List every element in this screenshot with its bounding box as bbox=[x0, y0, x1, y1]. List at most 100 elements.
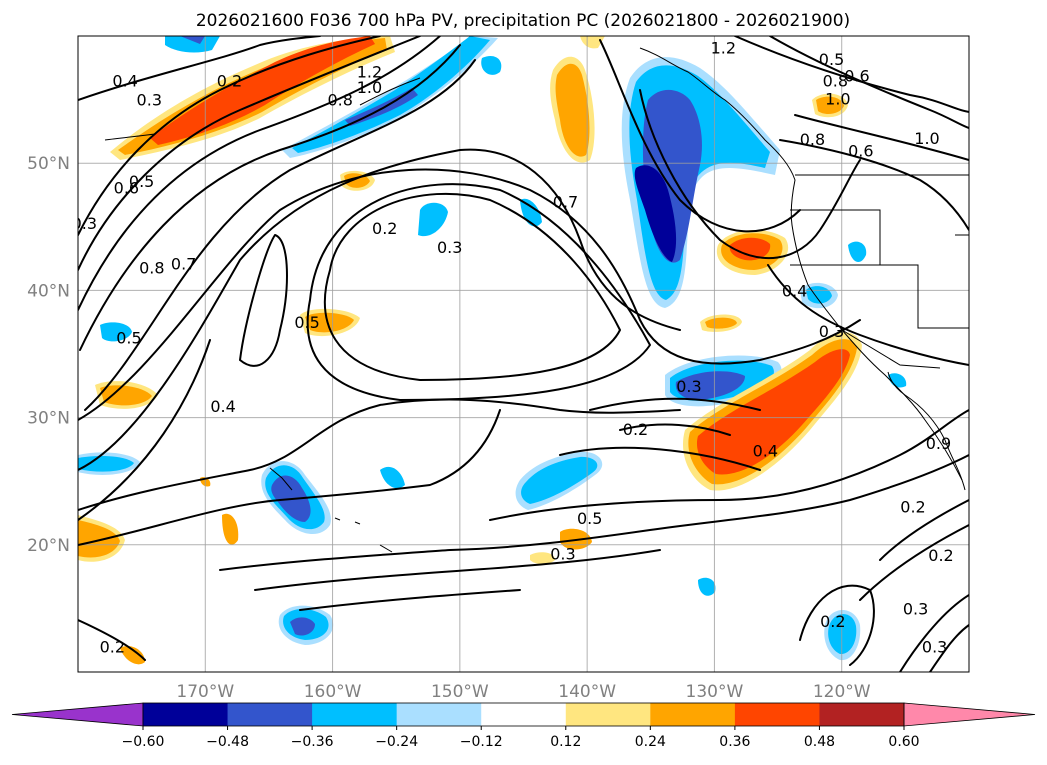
pv-contour bbox=[78, 409, 501, 546]
colorbar-segment bbox=[227, 703, 313, 726]
precip-positive-region bbox=[555, 63, 590, 157]
contour-label: 0.3 bbox=[437, 238, 462, 257]
colorbar-tick-label: 0.36 bbox=[719, 734, 750, 750]
precip-negative-region bbox=[380, 466, 405, 489]
contour-label: 1.2 bbox=[357, 63, 382, 82]
pv-contour bbox=[84, 59, 476, 411]
colorbar-segment bbox=[819, 703, 905, 726]
precip-negative-region bbox=[78, 455, 134, 472]
pv-contour bbox=[78, 168, 861, 421]
lon-tick-label: 130°W bbox=[686, 682, 744, 702]
lat-tick-label: 50°N bbox=[27, 154, 70, 174]
precip-negative-region bbox=[828, 614, 857, 655]
pv-contour bbox=[78, 148, 681, 471]
colorbar-outline bbox=[142, 702, 905, 727]
precip-negative-region bbox=[165, 36, 220, 53]
lon-tick-label: 150°W bbox=[431, 682, 489, 702]
lat-tick-label: 30°N bbox=[27, 409, 70, 429]
coastlines bbox=[104, 47, 969, 553]
precip-negative-region bbox=[100, 322, 132, 342]
colorbar-segment bbox=[650, 703, 736, 726]
precip-positive-region bbox=[78, 520, 120, 558]
contour-label: 0.8 bbox=[800, 130, 825, 149]
pv-contour bbox=[779, 139, 969, 231]
precipitation-shading bbox=[78, 36, 907, 665]
contour-label: 0.6 bbox=[114, 178, 139, 197]
contour-label: 0.2 bbox=[623, 420, 648, 439]
pv-contour bbox=[78, 36, 381, 236]
contour-label: 0.5 bbox=[819, 50, 844, 69]
pv-contour bbox=[879, 499, 969, 561]
colorbar-tick-label: −0.60 bbox=[122, 734, 165, 750]
contour-label: 1.2 bbox=[711, 38, 736, 57]
contour-label: 0.6 bbox=[848, 141, 873, 160]
precip-positive-region bbox=[696, 349, 850, 475]
colorbar-tick-label: −0.24 bbox=[375, 734, 418, 750]
precip-negative-region bbox=[848, 241, 867, 263]
precip-positive-region bbox=[120, 645, 145, 665]
colorbar-tick-label: −0.36 bbox=[291, 734, 334, 750]
pv-contour bbox=[734, 36, 969, 113]
contour-label: 0.3 bbox=[922, 638, 947, 657]
contour-label: 0.3 bbox=[903, 599, 928, 618]
precip-negative-region bbox=[888, 373, 907, 388]
precip-positive-region bbox=[816, 96, 844, 114]
pv-contour bbox=[254, 549, 661, 591]
precip-positive-region bbox=[705, 317, 737, 329]
longitude-labels: 170°W 160°W 150°W 140°W 130°W 120°W bbox=[176, 682, 870, 702]
pv-contour bbox=[799, 584, 875, 666]
pv-contours bbox=[78, 36, 969, 672]
colorbar-tick-label: 0.24 bbox=[635, 734, 666, 750]
lon-tick-label: 160°W bbox=[304, 682, 362, 702]
chart-title: 2026021600 F036 700 hPa PV, precipitatio… bbox=[196, 11, 850, 31]
precip-positive-region bbox=[150, 36, 375, 145]
contour-label: 1.0 bbox=[825, 89, 850, 108]
precip-positive-region bbox=[305, 312, 354, 333]
pv-contour bbox=[599, 39, 801, 233]
colorbar-extend-high bbox=[903, 702, 1036, 727]
contour-label: 0.8 bbox=[327, 91, 352, 110]
colorbar-segment bbox=[734, 703, 820, 726]
pv-contour bbox=[306, 183, 651, 401]
precip-negative-region bbox=[418, 202, 448, 237]
precip-positive-region bbox=[222, 513, 239, 545]
contour-label: 0.2 bbox=[820, 612, 845, 631]
contour-label: 0.5 bbox=[129, 172, 154, 191]
pv-contour bbox=[78, 36, 441, 311]
contour-label: 0.3 bbox=[137, 91, 162, 110]
pv-contour bbox=[78, 619, 146, 661]
contour-label: 0.3 bbox=[72, 214, 97, 233]
contour-label: 0.6 bbox=[844, 66, 869, 85]
contour-label: 0.5 bbox=[577, 509, 602, 528]
pv-contour bbox=[79, 44, 461, 351]
colorbar-tick-label: 0.12 bbox=[550, 734, 581, 750]
map-content: 0.40.30.2 1.21.00.81.20.50.60.81.00.8 1.00… bbox=[72, 36, 969, 672]
precip-negative-region bbox=[290, 617, 315, 636]
pv-contour bbox=[559, 446, 761, 471]
pv-contour bbox=[589, 397, 761, 411]
precip-positive-region bbox=[729, 237, 771, 261]
contour-label: 0.2 bbox=[100, 638, 125, 657]
colorbar-segment bbox=[396, 703, 482, 726]
precip-negative-region bbox=[180, 36, 205, 44]
contour-label: 0.8 bbox=[823, 72, 848, 91]
contour-label: 0.5 bbox=[294, 313, 319, 332]
contour-label: 0.4 bbox=[112, 72, 137, 91]
map-border bbox=[77, 35, 970, 673]
colorbar: −0.60 −0.48 −0.36 −0.24 −0.12 0.12 0.24 0.36 0.4… bbox=[11, 702, 1036, 750]
contour-label: 0.7 bbox=[553, 192, 578, 211]
contour-label: 0.5 bbox=[116, 328, 141, 347]
precip-positive-region bbox=[530, 552, 555, 565]
latitude-labels: 50°N 40°N 30°N 20°N bbox=[27, 154, 70, 556]
contour-label: 0.7 bbox=[171, 255, 196, 274]
pv-contour bbox=[929, 624, 969, 672]
contour-label: 0.4 bbox=[782, 281, 807, 300]
colorbar-segment bbox=[565, 703, 651, 726]
colorbar-tick-label: 0.60 bbox=[888, 734, 919, 750]
pv-contour bbox=[78, 339, 211, 521]
contour-label: 0.3 bbox=[819, 322, 844, 341]
contour-label: 0.2 bbox=[372, 219, 397, 238]
lat-tick-label: 40°N bbox=[27, 281, 70, 301]
pv-contour bbox=[619, 423, 731, 436]
